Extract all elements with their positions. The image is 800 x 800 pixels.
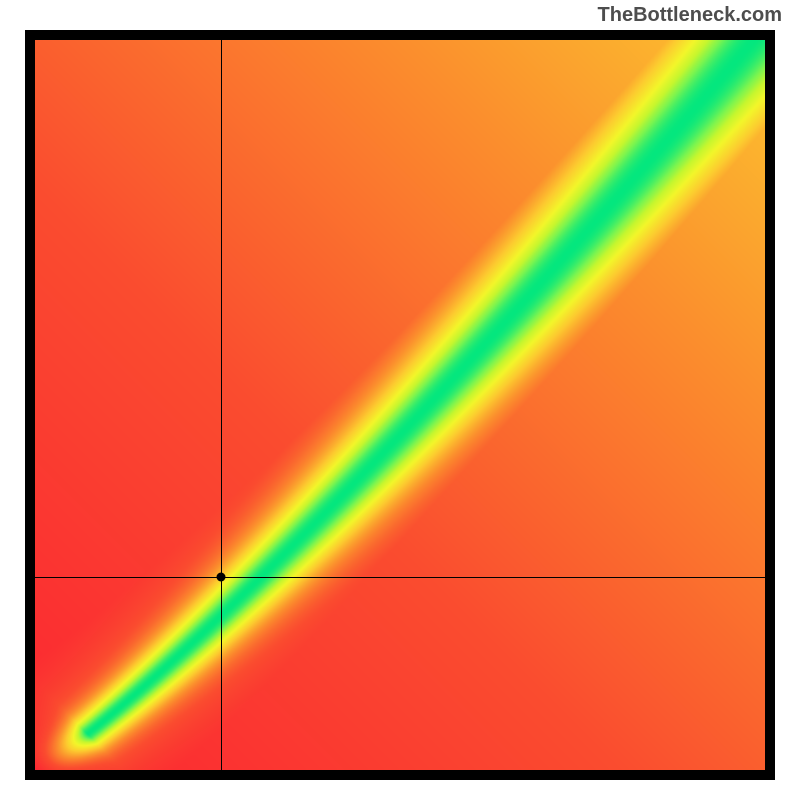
heatmap-canvas bbox=[35, 40, 765, 770]
watermark-text: TheBottleneck.com bbox=[598, 4, 782, 27]
chart-container: TheBottleneck.com bbox=[0, 0, 800, 800]
plot-inner bbox=[35, 40, 765, 770]
plot-frame bbox=[25, 30, 775, 780]
